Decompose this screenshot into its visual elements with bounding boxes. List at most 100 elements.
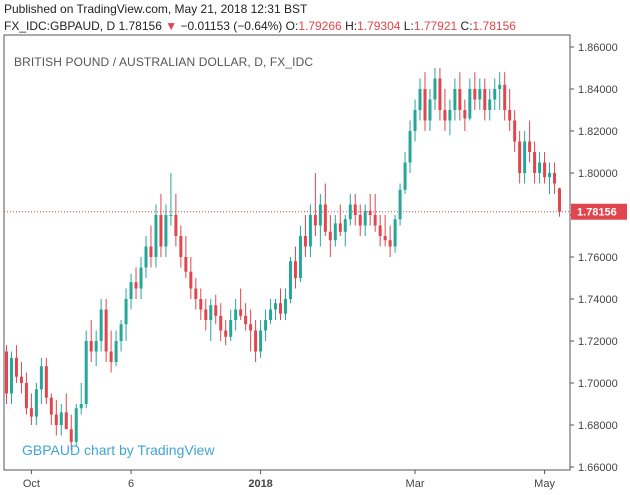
candle-body bbox=[548, 173, 552, 178]
candle-body bbox=[338, 223, 342, 232]
candle-body bbox=[84, 341, 88, 404]
low-key: L: bbox=[403, 19, 414, 33]
y-tick-label: 1.84000 bbox=[578, 84, 618, 96]
candle-body bbox=[184, 257, 188, 272]
symbol-name[interactable]: FX_IDC:GBPAUD, D bbox=[4, 19, 116, 33]
candle-body bbox=[124, 299, 128, 325]
last-price-label: 1.78156 bbox=[577, 207, 617, 219]
high-key: H: bbox=[345, 19, 358, 33]
candle-body bbox=[149, 246, 153, 257]
candle-body bbox=[368, 210, 372, 215]
candle-body bbox=[308, 215, 312, 247]
candle-body bbox=[398, 189, 402, 220]
candle-body bbox=[378, 225, 382, 236]
x-tick-label: May bbox=[534, 478, 555, 490]
candle-body bbox=[373, 215, 377, 226]
candle-body bbox=[333, 223, 337, 241]
candle-body bbox=[14, 357, 18, 377]
candle-body bbox=[264, 320, 268, 331]
candle-body bbox=[79, 404, 83, 409]
x-tick-label: 2018 bbox=[248, 478, 272, 490]
candle-body bbox=[44, 366, 48, 398]
candle-body bbox=[204, 309, 208, 320]
y-tick-label: 1.70000 bbox=[578, 378, 618, 390]
y-tick-label: 1.74000 bbox=[578, 294, 618, 306]
candle-body bbox=[383, 236, 387, 241]
open-value: 1.79266 bbox=[298, 19, 342, 33]
candle-body bbox=[433, 78, 437, 100]
candle-body bbox=[323, 204, 327, 232]
candle-body bbox=[478, 89, 482, 100]
candle-body bbox=[528, 141, 532, 152]
ohlc-values: O:1.79266 H:1.79304 L:1.77921 C:1.78156 bbox=[286, 19, 516, 33]
candle-body bbox=[24, 383, 28, 409]
candle-body bbox=[413, 110, 417, 131]
candle-body bbox=[39, 366, 43, 390]
candle-body bbox=[154, 215, 158, 257]
candle-body bbox=[283, 299, 287, 314]
candle-body bbox=[473, 89, 477, 100]
candle-body bbox=[543, 162, 547, 178]
candle-body bbox=[513, 120, 517, 142]
candle-body bbox=[458, 89, 462, 110]
candle-body bbox=[468, 89, 472, 119]
down-arrow-icon: ▼ bbox=[165, 19, 178, 33]
candle-body bbox=[9, 357, 13, 394]
candle-body bbox=[114, 341, 118, 362]
x-tick-label: Mar bbox=[406, 478, 425, 490]
open-key: O: bbox=[285, 19, 299, 33]
candle-body bbox=[159, 215, 163, 247]
candle-body bbox=[99, 309, 103, 341]
candle-body bbox=[194, 288, 198, 299]
candle-body bbox=[109, 351, 113, 362]
candle-body bbox=[558, 188, 562, 212]
close-key: C: bbox=[460, 19, 473, 33]
candle-body bbox=[69, 429, 73, 442]
candle-body bbox=[119, 324, 123, 341]
candle-body bbox=[129, 282, 133, 299]
candle-body bbox=[139, 267, 143, 289]
candle-body bbox=[538, 162, 542, 173]
tradingview-watermark[interactable]: GBPAUD chart by TradingView bbox=[22, 442, 215, 458]
candle-body bbox=[328, 231, 332, 241]
candle-body bbox=[303, 236, 307, 247]
candle-body bbox=[54, 414, 58, 425]
y-tick-label: 1.76000 bbox=[578, 252, 618, 264]
low-value: 1.77921 bbox=[413, 19, 458, 33]
candle-body bbox=[358, 215, 362, 226]
y-tick-label: 1.86000 bbox=[578, 42, 618, 54]
candle-body bbox=[59, 412, 63, 425]
last-price-tag bbox=[571, 203, 627, 220]
y-tick-label: 1.68000 bbox=[578, 420, 618, 432]
y-tick-label: 1.80000 bbox=[578, 168, 618, 180]
y-tick-label: 1.72000 bbox=[578, 336, 618, 348]
candle-body bbox=[224, 330, 228, 337]
candle-body bbox=[49, 397, 53, 415]
candle-body bbox=[348, 204, 352, 220]
candle-body bbox=[199, 299, 203, 310]
candle-body bbox=[443, 110, 447, 121]
candle-body bbox=[288, 261, 292, 299]
candle-body bbox=[259, 330, 263, 352]
candle-body bbox=[493, 89, 497, 100]
y-tick-label: 1.66000 bbox=[578, 462, 618, 474]
candle-body bbox=[164, 215, 168, 247]
candle-body bbox=[209, 305, 213, 320]
candle-body bbox=[428, 99, 432, 121]
candle-body bbox=[533, 152, 537, 173]
close-value: 1.78156 bbox=[472, 19, 516, 33]
candle-body bbox=[104, 309, 108, 352]
candle-body bbox=[244, 315, 248, 325]
candle-body bbox=[553, 173, 557, 184]
candle-body bbox=[318, 204, 322, 226]
high-value: 1.79304 bbox=[357, 19, 401, 33]
candle-body bbox=[19, 376, 23, 383]
candle-body bbox=[293, 261, 297, 278]
candle-body bbox=[403, 162, 407, 190]
candle-body bbox=[483, 89, 487, 110]
candle-body bbox=[4, 351, 8, 394]
candle-body bbox=[229, 320, 233, 337]
y-tick-label: 1.82000 bbox=[578, 126, 618, 138]
published-caption: Published on TradingView.com, May 21, 20… bbox=[4, 2, 308, 16]
